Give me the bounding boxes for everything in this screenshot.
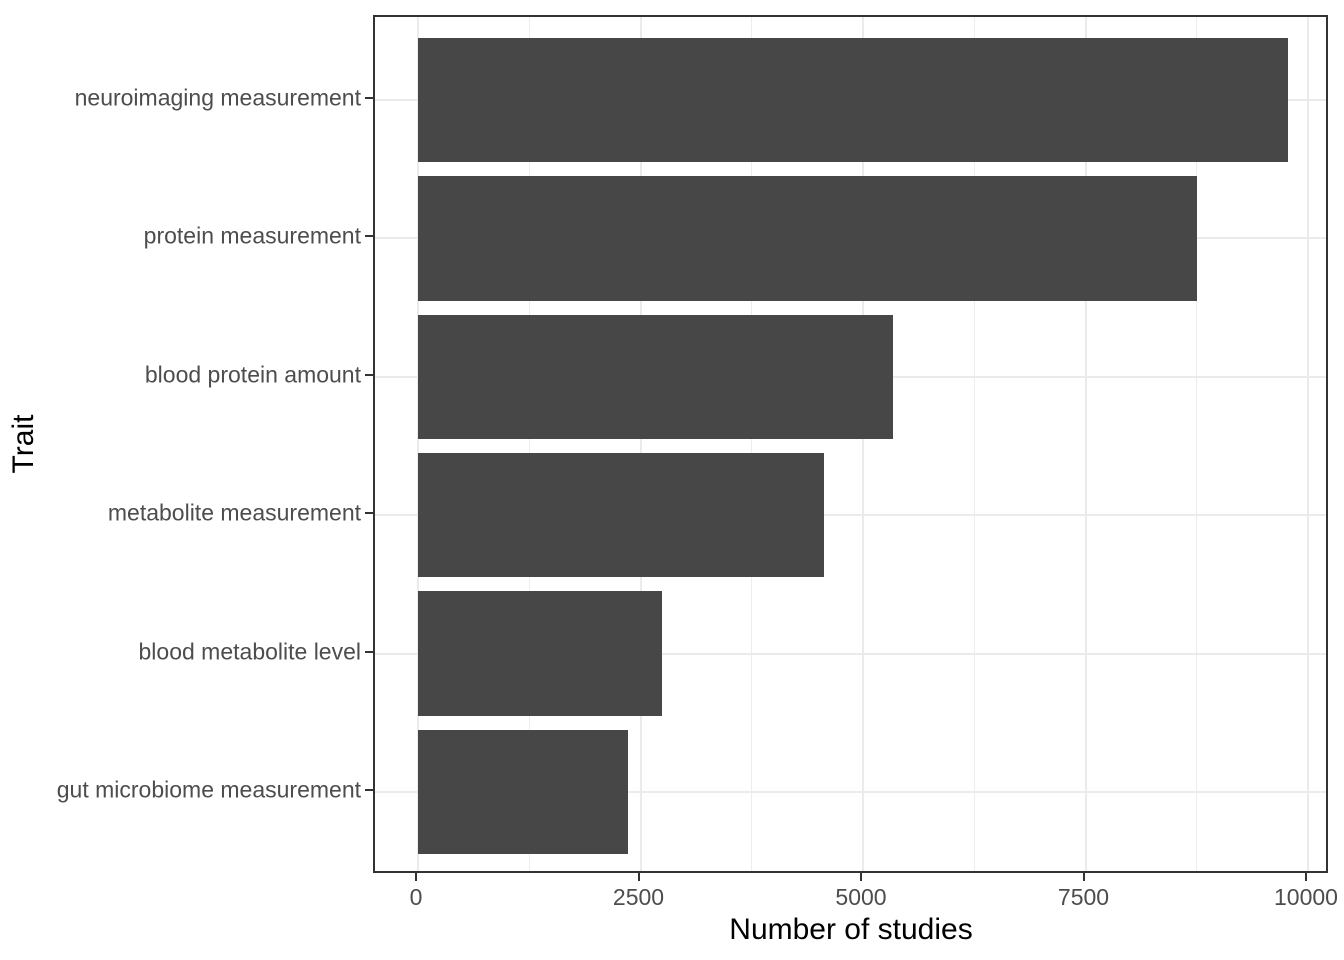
x-tick-mark: [637, 873, 640, 881]
bar-5: [418, 729, 629, 855]
major-gridline-x: [1307, 17, 1309, 871]
y-tick-mark: [365, 373, 373, 376]
bar-4: [418, 591, 662, 716]
major-gridline-y: [375, 514, 1326, 517]
minor-gridline: [1196, 17, 1198, 871]
minor-gridline: [528, 17, 530, 871]
x-tick-label: 7500: [1057, 884, 1110, 910]
y-tick-label: blood protein amount: [144, 361, 361, 388]
x-axis-title: Number of studies: [729, 913, 973, 946]
x-tick-label: 2500: [612, 884, 665, 910]
x-tick-mark: [860, 873, 862, 881]
y-tick-label: metabolite measurement: [107, 499, 361, 526]
y-tick-mark: [365, 512, 373, 515]
major-gridline-x: [1084, 17, 1087, 871]
major-gridline-x: [862, 17, 864, 871]
plot-panel: [373, 15, 1328, 873]
x-tick-label: 10000: [1274, 884, 1338, 910]
y-axis-title: Trait: [7, 414, 40, 474]
x-tick-mark: [1305, 873, 1307, 881]
x-tick-label: 5000: [835, 884, 887, 910]
x-tick-mark: [1082, 873, 1085, 881]
minor-gridline: [751, 17, 753, 871]
y-tick-label: blood metabolite level: [138, 638, 361, 665]
bar-3: [418, 452, 824, 578]
minor-gridline: [973, 17, 975, 871]
major-gridline-x: [639, 17, 642, 871]
y-tick-mark: [365, 97, 373, 100]
bar-0: [418, 37, 1289, 163]
major-gridline-y: [375, 790, 1326, 793]
y-tick-mark: [365, 788, 373, 791]
y-tick-mark: [365, 650, 373, 653]
major-gridline-y: [375, 652, 1326, 655]
major-gridline-x: [417, 17, 419, 871]
bar-2: [418, 314, 894, 440]
bar-1: [418, 176, 1197, 301]
y-tick-label: protein measurement: [143, 222, 361, 249]
y-tick-label: neuroimaging measurement: [74, 84, 361, 111]
x-tick-mark: [415, 873, 417, 881]
x-tick-label: 0: [409, 884, 423, 910]
y-tick-mark: [365, 235, 373, 238]
y-tick-label: gut microbiome measurement: [56, 776, 361, 803]
